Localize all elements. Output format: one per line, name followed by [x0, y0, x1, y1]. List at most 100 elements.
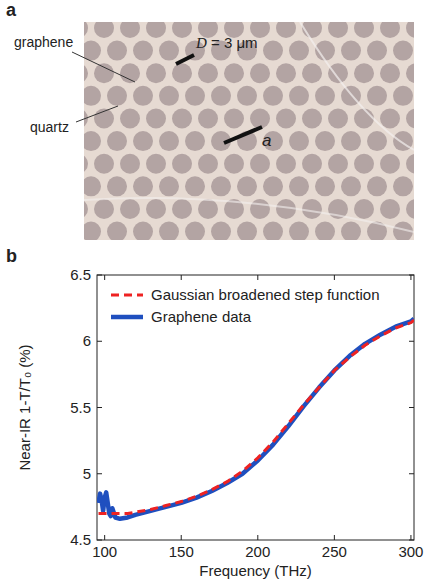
x-tick — [181, 535, 182, 540]
hole — [380, 63, 400, 83]
hole — [94, 154, 114, 174]
x-tick-label: 200 — [245, 543, 270, 560]
hole — [380, 22, 400, 38]
hole — [250, 154, 270, 174]
hole — [341, 41, 361, 61]
leader — [76, 106, 118, 122]
hole — [224, 108, 244, 128]
hole — [198, 154, 218, 174]
hole — [289, 86, 309, 106]
image-background — [84, 22, 414, 240]
y-tick — [409, 540, 414, 541]
label-quartz: quartz — [30, 119, 69, 135]
hole — [367, 176, 387, 196]
hole — [107, 41, 127, 61]
hole — [276, 154, 296, 174]
hole — [393, 86, 413, 106]
panel-letter: b — [6, 246, 17, 266]
figure: agraphenequartzD = 3 μmab100150200250300… — [0, 0, 437, 586]
y-tick — [409, 473, 414, 474]
hole — [94, 63, 114, 83]
hole — [328, 154, 348, 174]
x-tick-label: 150 — [169, 543, 194, 560]
hole — [84, 22, 88, 38]
hole — [250, 108, 270, 128]
micrograph — [84, 22, 414, 240]
hole — [380, 199, 400, 219]
hole — [159, 131, 179, 151]
hole — [185, 86, 205, 106]
x-tick — [104, 535, 105, 540]
hole — [393, 41, 413, 61]
hole — [302, 108, 322, 128]
hole — [172, 108, 192, 128]
hole — [341, 131, 361, 151]
hole — [133, 86, 153, 106]
legend-label: Graphene data — [151, 308, 252, 325]
hole — [328, 108, 348, 128]
hole — [133, 176, 153, 196]
hole — [107, 222, 127, 240]
hole — [84, 131, 101, 151]
hole — [263, 41, 283, 61]
hole — [237, 86, 257, 106]
x-tick — [257, 535, 258, 540]
hole — [133, 41, 153, 61]
hole — [172, 154, 192, 174]
x-tick — [257, 275, 258, 280]
fold — [84, 198, 414, 232]
hole — [354, 199, 374, 219]
x-tick-label: 250 — [322, 543, 347, 560]
hole — [328, 22, 348, 38]
hole — [198, 199, 218, 219]
hole — [380, 154, 400, 174]
hole — [237, 222, 257, 240]
hole — [263, 222, 283, 240]
hole — [276, 108, 296, 128]
hole — [159, 41, 179, 61]
hole — [185, 222, 205, 240]
y-tick-label: 4.5 — [70, 531, 91, 548]
hole — [393, 176, 413, 196]
leader — [72, 52, 135, 82]
label-pitch: a — [262, 131, 271, 150]
hole — [289, 41, 309, 61]
hole — [406, 108, 414, 128]
hole — [289, 131, 309, 151]
y-tick-label: 6 — [83, 332, 91, 349]
hole — [302, 63, 322, 83]
hole — [146, 63, 166, 83]
hole — [84, 41, 101, 61]
x-axis-title: Frequency (THz) — [199, 562, 312, 579]
label-diameter: D = 3 μm — [195, 34, 258, 51]
hole — [380, 108, 400, 128]
hole — [341, 222, 361, 240]
hole — [276, 63, 296, 83]
hole — [120, 108, 140, 128]
hole — [94, 199, 114, 219]
hole — [84, 176, 101, 196]
y-tick — [409, 275, 414, 276]
hole — [315, 131, 335, 151]
data-group — [99, 319, 414, 519]
hole — [315, 176, 335, 196]
y-tick — [97, 341, 102, 342]
hole — [159, 86, 179, 106]
hole — [172, 22, 192, 38]
pitch-bar — [224, 127, 262, 143]
hole — [367, 41, 387, 61]
hole — [84, 86, 101, 106]
hole — [120, 22, 140, 38]
hole — [354, 108, 374, 128]
legend-swatch — [111, 315, 143, 320]
legend-swatch — [111, 294, 143, 297]
x-tick-label: 100 — [92, 543, 117, 560]
hole — [237, 176, 257, 196]
hole — [84, 222, 101, 240]
y-axis-title: Near-IR 1-T/T₀ (%) — [16, 344, 33, 470]
x-tick — [334, 275, 335, 280]
hole — [406, 22, 414, 38]
hole — [198, 108, 218, 128]
x-tick — [104, 275, 105, 280]
diameter-bar — [176, 55, 194, 64]
